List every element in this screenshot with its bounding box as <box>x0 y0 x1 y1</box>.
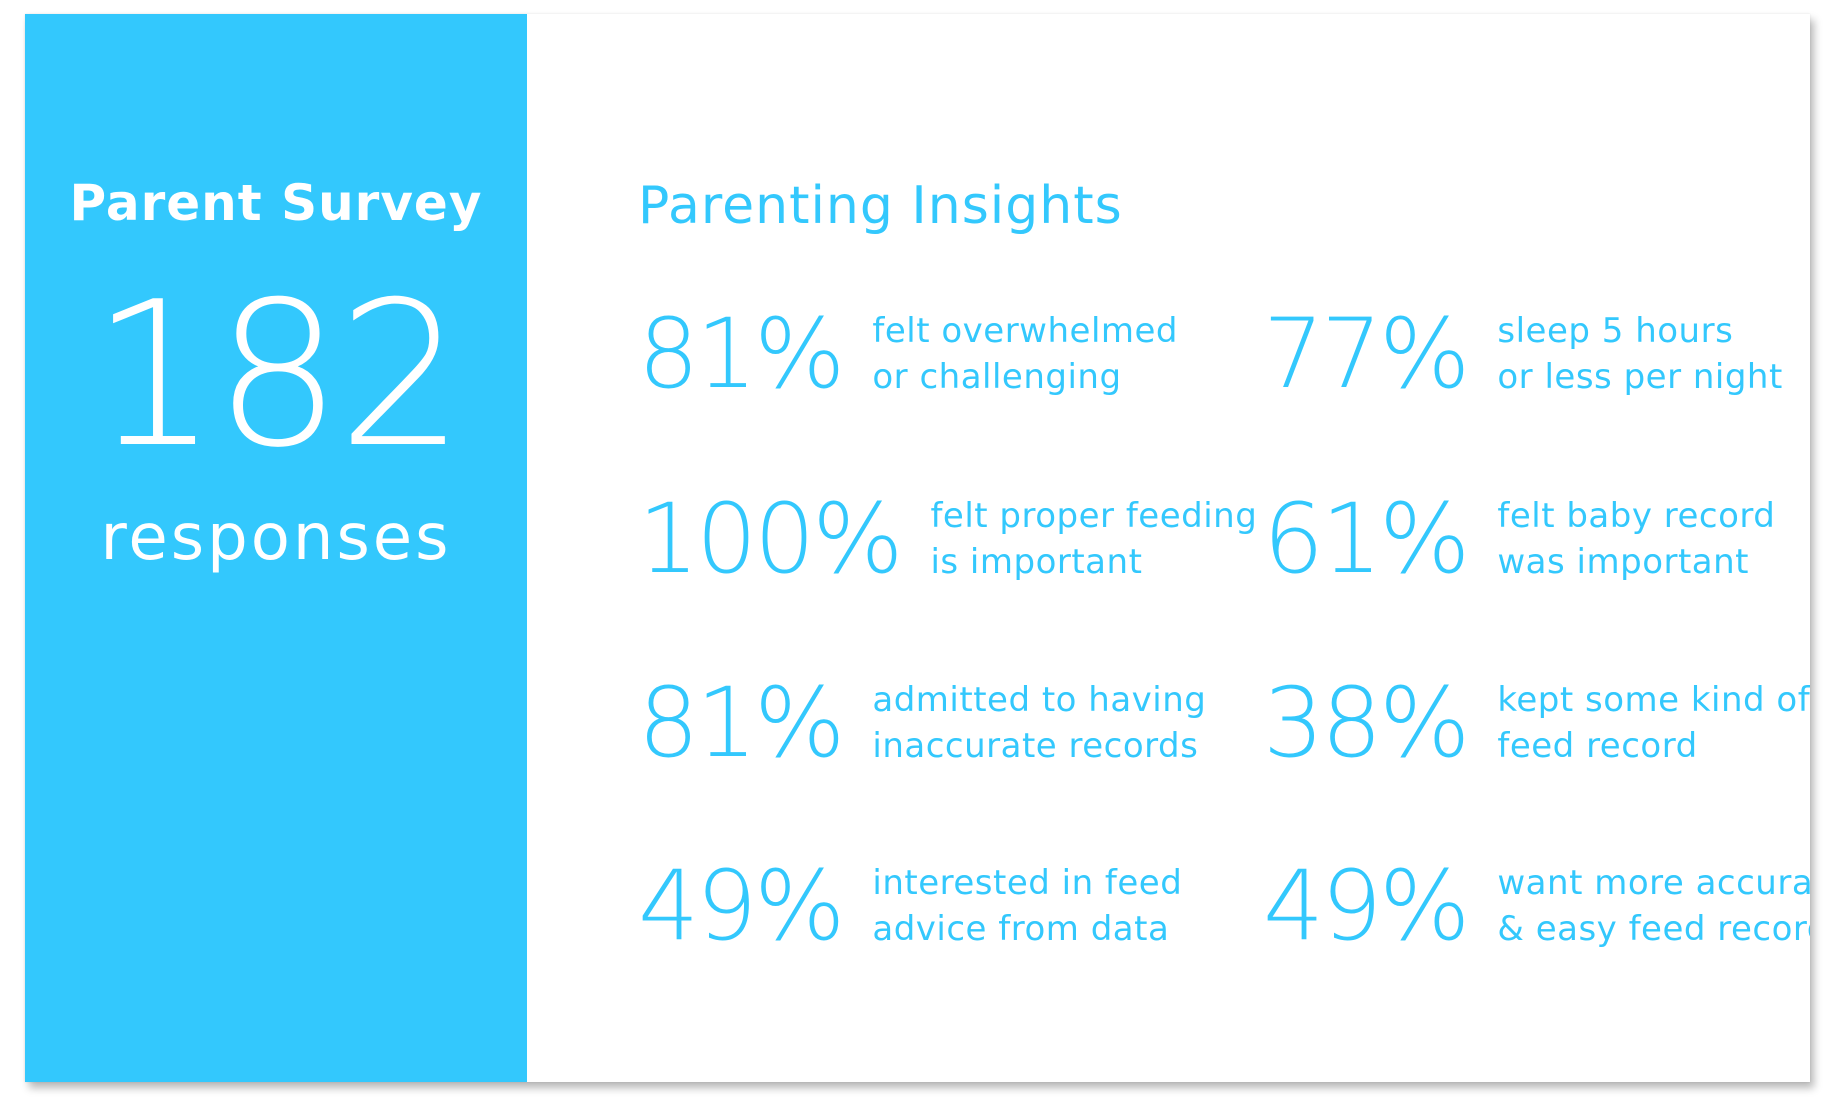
stat-item: 77% sleep 5 hours or less per night <box>1263 306 1783 402</box>
stat-item: 81% admitted to having inaccurate record… <box>638 675 1206 771</box>
stat-label-line: sleep 5 hours <box>1497 311 1734 351</box>
stat-label: want more accurate & easy feed record <box>1497 860 1810 952</box>
stat-label-line: was important <box>1497 542 1750 582</box>
stat-label: kept some kind of feed record <box>1497 677 1810 769</box>
stat-label-line: felt overwhelmed <box>872 311 1179 351</box>
sidebar-panel: Parent Survey 182 responses <box>25 14 527 1082</box>
stat-item: 49% interested in feed advice from data <box>638 858 1182 954</box>
stat-label-line: felt proper feeding <box>930 496 1258 536</box>
stat-label-line: is important <box>930 542 1143 582</box>
stat-value: 49% <box>638 850 845 962</box>
stat-label: felt proper feeding is important <box>930 493 1257 585</box>
response-count-label: responses <box>100 501 452 575</box>
stat-label-line: or challenging <box>872 357 1122 397</box>
response-count: 182 <box>91 259 465 492</box>
stat-item: 100% felt proper feeding is important <box>638 491 1257 587</box>
insights-panel: Parenting Insights 81% felt overwhelmed … <box>527 14 1810 1082</box>
stat-label: admitted to having inaccurate records <box>872 677 1206 769</box>
stat-item: 61% felt baby record was important <box>1263 491 1775 587</box>
stat-label-line: want more accurate <box>1497 863 1810 903</box>
survey-card: Parent Survey 182 responses Parenting In… <box>25 14 1810 1082</box>
stat-value: 81% <box>638 298 845 410</box>
stat-label-line: kept some kind of <box>1497 680 1810 720</box>
sidebar-title: Parent Survey <box>69 174 483 232</box>
stat-label: sleep 5 hours or less per night <box>1497 308 1782 400</box>
stat-value: 77% <box>1263 298 1470 410</box>
stat-label-line: or less per night <box>1497 357 1783 397</box>
stat-value: 61% <box>1263 483 1470 595</box>
stat-label-line: & easy feed record <box>1497 909 1810 949</box>
stat-label-line: admitted to having <box>872 680 1207 720</box>
stat-label-line: interested in feed <box>872 863 1183 903</box>
stat-label: felt overwhelmed or challenging <box>872 308 1178 400</box>
stat-value: 38% <box>1263 667 1470 779</box>
stat-label-line: advice from data <box>872 909 1170 949</box>
stat-label-line: inaccurate records <box>872 726 1199 766</box>
stat-label-line: feed record <box>1497 726 1698 766</box>
stat-label: felt baby record was important <box>1497 493 1775 585</box>
insights-title: Parenting Insights <box>638 176 1123 236</box>
stat-value: 100% <box>638 483 903 595</box>
stat-value: 81% <box>638 667 845 779</box>
stat-label-line: felt baby record <box>1497 496 1776 536</box>
stat-item: 38% kept some kind of feed record <box>1263 675 1810 771</box>
stat-value: 49% <box>1263 850 1470 962</box>
stat-label: interested in feed advice from data <box>872 860 1182 952</box>
stat-item: 49% want more accurate & easy feed recor… <box>1263 858 1810 954</box>
stat-item: 81% felt overwhelmed or challenging <box>638 306 1178 402</box>
